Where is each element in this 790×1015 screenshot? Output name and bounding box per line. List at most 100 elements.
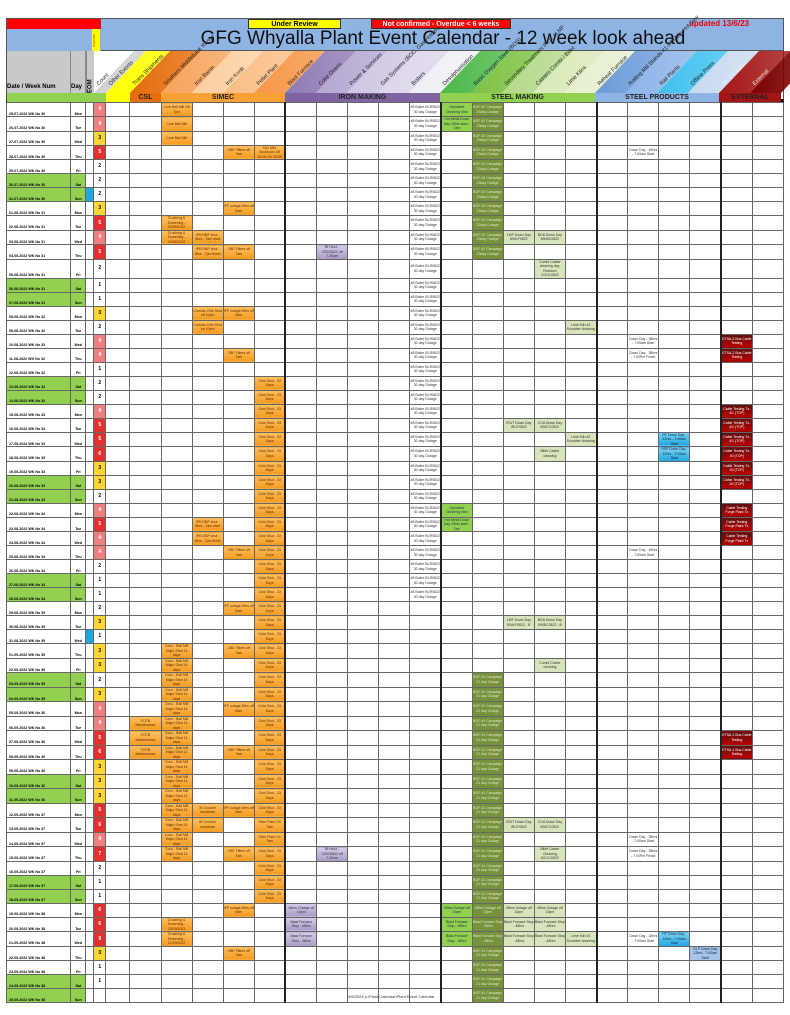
event-cell[interactable] [222,686,255,702]
event-cell[interactable] [253,201,286,216]
event-cell[interactable] [129,291,162,307]
event-cell[interactable] [316,305,349,321]
event-cell[interactable] [595,361,629,377]
event-entry[interactable]: Hot Metal Down Day 10hrs start - 7am [439,116,473,132]
event-entry[interactable]: BOF #2 Campaign 23day Outage [471,173,504,188]
event-cell[interactable] [160,960,193,975]
event-cell[interactable] [191,686,224,702]
event-cell[interactable] [564,988,598,1003]
event-cell[interactable] [129,361,162,377]
event-cell[interactable] [502,116,535,132]
event-cell[interactable] [105,389,131,405]
event-cell[interactable] [627,657,660,673]
event-cell[interactable] [471,417,504,433]
event-cell[interactable] [564,788,598,804]
event-cell[interactable] [222,291,255,307]
event-cell[interactable] [689,960,722,975]
event-cell[interactable] [751,244,785,260]
event-cell[interactable] [689,931,722,947]
event-cell[interactable] [253,902,286,918]
event-cell[interactable] [533,831,566,847]
event-cell[interactable] [105,629,131,644]
event-cell[interactable] [627,802,660,818]
event-cell[interactable] [471,488,504,504]
event-entry[interactable]: BOF #1 Campaign 21 day Outage [471,860,504,876]
event-cell[interactable] [439,730,473,746]
event-cell[interactable] [409,672,442,688]
event-cell[interactable] [222,417,255,433]
event-cell[interactable] [719,686,753,702]
event-cell[interactable] [347,389,380,405]
event-cell[interactable] [627,361,660,377]
event-cell[interactable] [564,888,598,904]
event-cell[interactable] [191,201,224,216]
event-cell[interactable] [191,431,224,447]
event-cell[interactable] [160,375,193,391]
event-entry[interactable]: Gold Shut - 33 Days [253,587,286,602]
event-cell[interactable] [627,159,660,174]
event-cell[interactable] [129,319,162,335]
event-cell[interactable] [347,460,380,476]
event-cell[interactable] [627,788,660,804]
event-cell[interactable] [105,945,131,961]
event-cell[interactable] [533,403,566,419]
event-cell[interactable] [751,788,785,804]
event-entry[interactable]: Blast Furnace Stop - 48hrs [471,916,504,932]
event-cell[interactable] [751,389,785,405]
event-entry[interactable]: IPE/OBP shut - 8hrs - 7pm finish [191,531,224,546]
event-cell[interactable] [719,902,753,918]
event-entry[interactable]: BOF #1 Campaign 21 day Outage [471,988,504,1003]
event-cell[interactable] [658,244,691,260]
event-cell[interactable] [502,672,535,688]
event-cell[interactable] [751,215,785,231]
event-cell[interactable] [316,874,349,890]
event-cell[interactable] [129,305,162,321]
event-entry[interactable]: Blast Furnace Stop - 48hrs [284,931,318,947]
event-cell[interactable] [347,601,380,616]
event-cell[interactable] [533,474,566,490]
event-cell[interactable] [284,730,318,746]
event-cell[interactable] [347,516,380,532]
event-cell[interactable] [502,686,535,702]
event-cell[interactable] [751,974,785,989]
event-cell[interactable] [409,601,442,616]
event-cell[interactable] [658,474,691,490]
event-cell[interactable] [253,988,286,1003]
event-cell[interactable] [160,945,193,961]
event-cell[interactable] [751,502,785,518]
event-entry[interactable]: CBE Filters off 7am [222,347,255,363]
event-cell[interactable] [564,601,598,616]
event-cell[interactable] [533,187,566,202]
event-cell[interactable] [658,144,691,160]
event-cell[interactable] [347,277,380,293]
event-cell[interactable] [222,672,255,688]
event-cell[interactable] [347,319,380,335]
event-cell[interactable] [222,403,255,419]
event-cell[interactable] [409,831,442,847]
event-cell[interactable] [564,244,598,260]
event-cell[interactable] [533,173,566,188]
event-cell[interactable] [658,201,691,216]
event-cell[interactable] [222,102,255,117]
event-cell[interactable] [719,488,753,504]
event-cell[interactable] [658,960,691,975]
event-cell[interactable] [658,130,691,146]
event-entry[interactable]: #8 Boiler BLR0822 30 day Outage [409,187,442,202]
event-cell[interactable] [316,715,349,731]
event-cell[interactable] [284,333,318,349]
event-cell[interactable] [502,945,535,961]
event-cell[interactable] [160,902,193,918]
event-entry[interactable]: Core Ball Mill [160,130,193,146]
event-cell[interactable] [409,874,442,890]
event-cell[interactable] [378,831,411,847]
event-cell[interactable] [533,244,566,260]
event-cell[interactable] [595,531,629,546]
event-entry[interactable]: Conc - Ball Mill Major Shut 14 days [160,686,193,702]
event-cell[interactable] [129,759,162,775]
event-cell[interactable] [595,601,629,616]
event-cell[interactable] [105,116,131,132]
event-entry[interactable]: Conc - Ball Mill Major Shut 14 days [160,744,193,760]
event-cell[interactable] [627,715,660,731]
event-cell[interactable] [627,902,660,918]
event-cell[interactable] [689,375,722,391]
